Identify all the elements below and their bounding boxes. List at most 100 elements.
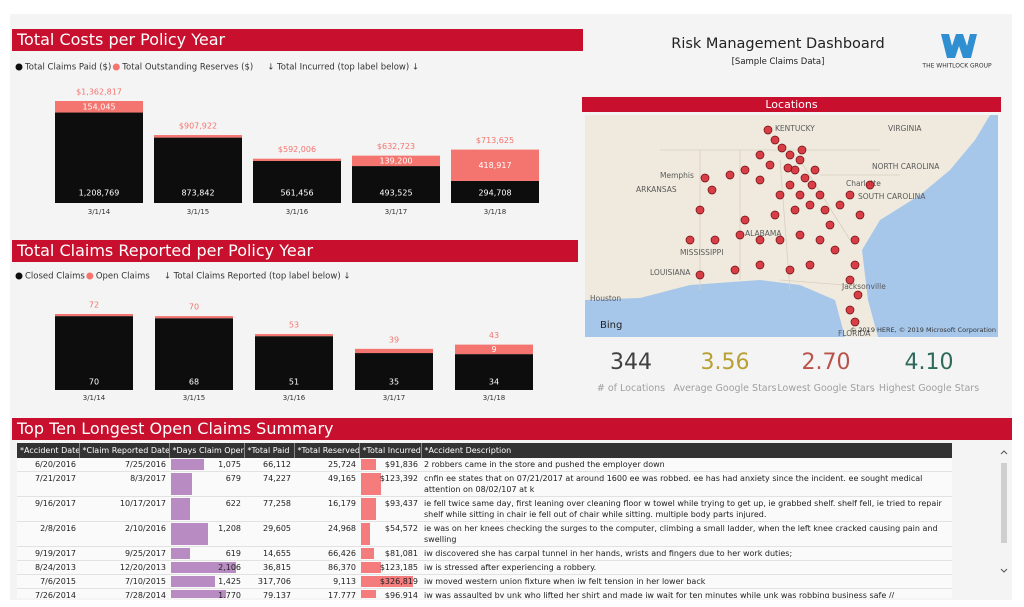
table-row: 7/26/2014 7/28/2014 1,770 79,137 17,777 $96,9… <box>17 588 952 598</box>
cell-text: $123,392 <box>379 474 418 483</box>
value-label: 1,208,769 <box>79 189 120 198</box>
logo: THE WHITLOCK GROUP <box>921 34 992 70</box>
cell-text: 12/20/2013 <box>119 563 166 572</box>
total-label: 39 <box>389 335 399 344</box>
x-tick-label: 3/1/18 <box>483 394 506 402</box>
table-cell: 1,075 <box>169 458 244 472</box>
table-cell: 8/3/2017 <box>79 471 169 497</box>
value-label: 154,045 <box>82 102 115 111</box>
total-label: 53 <box>289 321 299 330</box>
logo-mark <box>941 34 977 58</box>
cell-text: 17,777 <box>328 591 356 598</box>
column-header: *Total Incurred <box>359 443 422 458</box>
bar-segment <box>355 348 433 354</box>
cell-text: 622 <box>225 499 241 508</box>
table-cell: $96,914 <box>359 588 421 598</box>
place-label: FLORIDA <box>838 329 871 337</box>
x-tick-label: 3/1/16 <box>286 208 309 216</box>
table-cell: 9/16/2017 <box>17 496 79 522</box>
table-cell: 86,370 <box>294 560 359 575</box>
table-cell: $81,081 <box>359 546 421 561</box>
x-tick-label: 3/1/18 <box>484 208 507 216</box>
data-bar <box>361 523 370 545</box>
bar-segment <box>355 353 433 390</box>
table-row: 6/20/2016 7/25/2016 1,075 66,112 25,724 $91,8… <box>17 458 952 472</box>
scroll-up[interactable] <box>1000 450 1008 455</box>
table-cell: 317,706 <box>244 574 294 589</box>
table-cell: $123,392 <box>359 471 421 497</box>
cell-text: 86,370 <box>328 563 356 572</box>
table-cell: 66,112 <box>244 458 294 472</box>
table: *Accident Date *Claim Reported Date *Days … <box>17 443 952 598</box>
table-cell: 7/25/2016 <box>79 458 169 472</box>
cell-text: $81,081 <box>384 549 418 558</box>
cell-text: 9/19/2017 <box>34 549 76 558</box>
value-label: 873,842 <box>181 189 214 198</box>
legend-label: Open Claims <box>96 272 151 282</box>
place-label: VIRGINIA <box>888 124 922 133</box>
table-cell: 7/10/2015 <box>79 574 169 589</box>
cell-text: 16,179 <box>328 499 356 508</box>
data-bar <box>361 473 381 495</box>
legend-label: ↓ Total Incurred (top label below) ↓ <box>267 63 419 73</box>
bar-segment <box>155 318 233 390</box>
table-cell: 679 <box>169 471 244 497</box>
cell-text: 8/3/2017 <box>130 474 166 483</box>
cell-text: 7/26/2014 <box>34 591 76 598</box>
bar-segment <box>253 158 341 161</box>
table-cell: 622 <box>169 496 244 522</box>
scroll-thumb[interactable] <box>1001 463 1007 543</box>
cell-text: $54,572 <box>384 524 418 533</box>
value-label: 294,708 <box>478 189 511 198</box>
place-label: KENTUCKY <box>775 124 815 133</box>
legend-swatch <box>112 63 120 71</box>
cell-text: 49,165 <box>328 474 356 483</box>
table-cell: 77,258 <box>244 496 294 522</box>
total-label: 72 <box>89 301 99 310</box>
table-cell: iw moved western union fixture when iw f… <box>421 574 952 589</box>
table-cell: 7/28/2014 <box>79 588 169 598</box>
cell-text: 1,425 <box>218 577 241 586</box>
scrollbar[interactable] <box>998 445 1010 580</box>
table-cell: 24,968 <box>294 521 359 547</box>
legend-label: Total Claims Paid ($) <box>24 63 111 73</box>
column-header: *Total Paid <box>244 443 295 458</box>
scroll-down[interactable] <box>1000 568 1008 573</box>
cell-text: $91,836 <box>384 460 418 469</box>
kpi-label: # of Locations <box>596 383 666 394</box>
kpi-value: 344 <box>610 350 652 375</box>
table-title: Top Ten Longest Open Claims Summary <box>17 419 334 438</box>
cell-text: 9/25/2017 <box>124 549 166 558</box>
table-cell: 2,106 <box>169 560 244 575</box>
logo-text: THE WHITLOCK GROUP <box>921 63 992 70</box>
claims-banner: Total Claims Reported per Policy Year <box>12 240 578 262</box>
table-row: 8/24/2013 12/20/2013 2,106 36,815 86,370 $123… <box>17 560 952 575</box>
cell-text: 77,258 <box>263 499 291 508</box>
total-label: $592,006 <box>278 145 316 154</box>
cell-text: 14,655 <box>263 549 291 558</box>
data-bar <box>361 590 377 598</box>
data-bar <box>361 576 413 587</box>
value-label: 35 <box>389 378 399 387</box>
bar-segment <box>451 180 539 203</box>
column-header: *Accident Description <box>421 443 952 458</box>
table-cell: iw discovered she has carpal tunnel in h… <box>421 546 952 561</box>
place-label: NORTH CAROLINA <box>872 162 940 171</box>
cell-text: ie fell twice same day, first leaning ov… <box>424 499 942 519</box>
kpi-label: Lowest Google Stars <box>777 383 875 394</box>
cell-text: 24,968 <box>328 524 356 533</box>
cell-text: ie was on her knees checking the surges … <box>424 524 938 544</box>
table-cell: 7/21/2017 <box>17 471 79 497</box>
table-cell: 16,179 <box>294 496 359 522</box>
value-label: 68 <box>189 378 199 387</box>
legend-swatch <box>15 272 23 280</box>
dashboard-subtitle: [Sample Claims Data] <box>731 57 825 67</box>
x-tick-label: 3/1/14 <box>83 394 106 402</box>
atlantic <box>862 115 998 337</box>
table-cell: 49,165 <box>294 471 359 497</box>
place-label: Houston <box>590 294 621 303</box>
table-cell: 7/6/2015 <box>17 574 79 589</box>
kpi-value: 2.70 <box>801 350 851 375</box>
legend-swatch <box>15 63 23 71</box>
data-bar <box>171 473 192 495</box>
